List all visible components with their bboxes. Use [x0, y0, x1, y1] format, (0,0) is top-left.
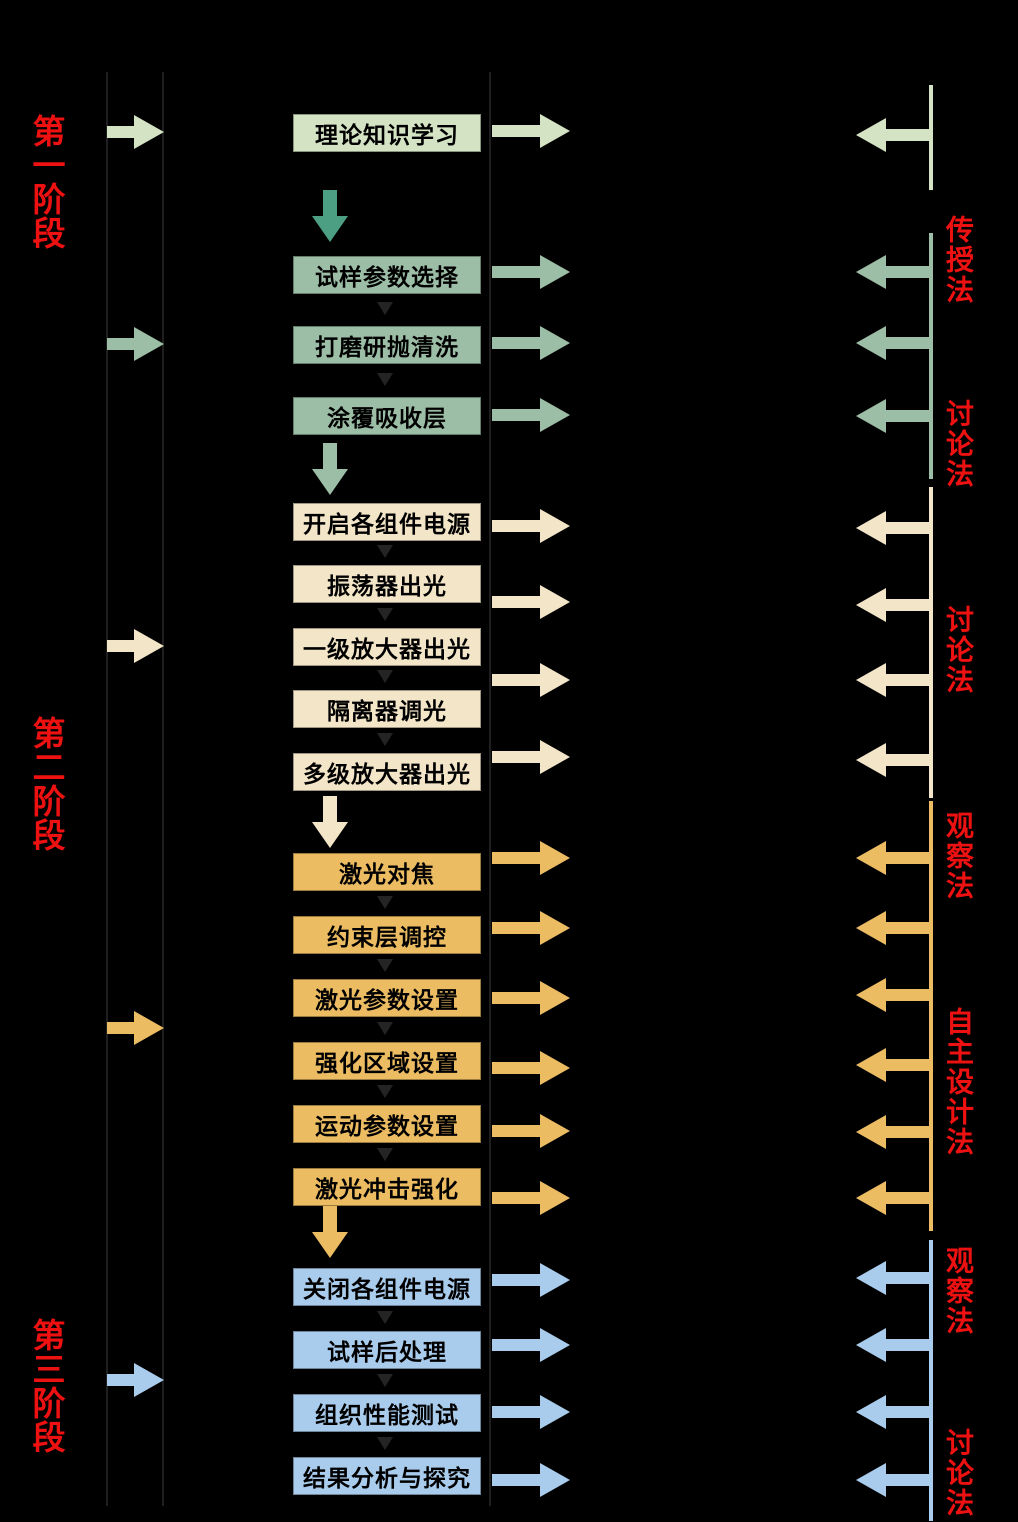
method-arrow-left-icon [856, 911, 932, 945]
phase-down-arrow-icon [312, 190, 348, 242]
step-output-arrow-icon [492, 1114, 570, 1148]
step-output-arrow-icon [492, 326, 570, 360]
phase-label: 第一阶段 [28, 114, 65, 250]
step-output-arrow-icon [492, 114, 570, 148]
method-label: 讨论法 [943, 399, 974, 489]
flow-step-box: 关闭各组件电源 [293, 1268, 481, 1306]
method-arrow-left-icon [856, 399, 932, 433]
step-output-arrow-icon [492, 911, 570, 945]
step-connector-chevron-icon [377, 670, 393, 683]
flow-step-box: 组织性能测试 [293, 1394, 481, 1432]
flow-step-box: 结果分析与探究 [293, 1457, 481, 1495]
method-arrow-left-icon [856, 255, 932, 289]
phase-down-arrow-icon [312, 796, 348, 848]
flow-step-box: 开启各组件电源 [293, 503, 481, 541]
step-output-arrow-icon [492, 509, 570, 543]
method-arrow-left-icon [856, 1395, 932, 1429]
step-output-arrow-icon [492, 1395, 570, 1429]
step-connector-chevron-icon [377, 1022, 393, 1035]
phase-label: 第三阶段 [28, 1318, 65, 1454]
step-connector-chevron-icon [377, 545, 393, 558]
method-arrow-left-icon [856, 841, 932, 875]
method-arrow-left-icon [856, 1261, 932, 1295]
entry-arrow-right-icon [107, 1011, 164, 1045]
step-connector-chevron-icon [377, 1374, 393, 1387]
entry-arrow-right-icon [107, 327, 164, 361]
flow-step-box: 激光对焦 [293, 853, 481, 891]
flow-step-box: 涂覆吸收层 [293, 397, 481, 435]
flow-step-box: 打磨研抛清洗 [293, 326, 481, 364]
step-output-arrow-icon [492, 1263, 570, 1297]
step-connector-chevron-icon [377, 896, 393, 909]
step-connector-chevron-icon [377, 1148, 393, 1161]
method-arrow-left-icon [856, 118, 932, 152]
step-output-arrow-icon [492, 1328, 570, 1362]
flow-step-box: 试样后处理 [293, 1331, 481, 1369]
method-label: 观察法 [943, 811, 974, 901]
method-arrow-left-icon [856, 743, 932, 777]
flow-step-box: 试样参数选择 [293, 256, 481, 294]
method-label: 传授法 [943, 215, 974, 305]
method-arrow-left-icon [856, 588, 932, 622]
flow-step-box: 激光参数设置 [293, 979, 481, 1017]
method-bracket-line [929, 1240, 933, 1521]
method-bracket-line [929, 487, 933, 798]
step-connector-chevron-icon [377, 1311, 393, 1324]
step-connector-chevron-icon [377, 733, 393, 746]
flow-step-box: 理论知识学习 [293, 114, 481, 152]
column-divider-line [489, 72, 491, 1506]
flow-step-box: 隔离器调光 [293, 690, 481, 728]
step-connector-chevron-icon [377, 373, 393, 386]
method-bracket-line [929, 233, 933, 479]
step-output-arrow-icon [492, 1181, 570, 1215]
method-arrow-left-icon [856, 326, 932, 360]
method-label: 讨论法 [943, 605, 974, 695]
method-arrow-left-icon [856, 1181, 932, 1215]
phase-label: 第二阶段 [28, 716, 65, 852]
phase-down-arrow-icon [312, 1206, 348, 1258]
step-connector-chevron-icon [377, 959, 393, 972]
step-output-arrow-icon [492, 255, 570, 289]
entry-arrow-right-icon [107, 629, 164, 663]
method-arrow-left-icon [856, 1115, 932, 1149]
phase-down-arrow-icon [312, 443, 348, 495]
step-output-arrow-icon [492, 663, 570, 697]
method-arrow-left-icon [856, 1048, 932, 1082]
method-arrow-left-icon [856, 1328, 932, 1362]
step-connector-chevron-icon [377, 1437, 393, 1450]
method-label: 观察法 [943, 1246, 974, 1336]
method-arrow-left-icon [856, 663, 932, 697]
step-connector-chevron-icon [377, 302, 393, 315]
method-label: 自主设计法 [943, 1007, 974, 1157]
method-label: 讨论法 [943, 1428, 974, 1518]
entry-arrow-right-icon [107, 1363, 164, 1397]
column-divider-line [106, 72, 108, 1506]
flow-step-box: 运动参数设置 [293, 1105, 481, 1143]
flow-step-box: 振荡器出光 [293, 565, 481, 603]
method-arrow-left-icon [856, 511, 932, 545]
step-output-arrow-icon [492, 398, 570, 432]
step-output-arrow-icon [492, 981, 570, 1015]
method-arrow-left-icon [856, 978, 932, 1012]
flow-step-box: 激光冲击强化 [293, 1168, 481, 1206]
flow-step-box: 约束层调控 [293, 916, 481, 954]
entry-arrow-right-icon [107, 115, 164, 149]
step-output-arrow-icon [492, 740, 570, 774]
step-connector-chevron-icon [377, 1085, 393, 1098]
flow-step-box: 一级放大器出光 [293, 628, 481, 666]
step-connector-chevron-icon [377, 608, 393, 621]
step-output-arrow-icon [492, 841, 570, 875]
step-output-arrow-icon [492, 1463, 570, 1497]
method-arrow-left-icon [856, 1463, 932, 1497]
flow-step-box: 多级放大器出光 [293, 753, 481, 791]
flow-step-box: 强化区域设置 [293, 1042, 481, 1080]
step-output-arrow-icon [492, 1051, 570, 1085]
step-output-arrow-icon [492, 585, 570, 619]
method-bracket-line [929, 801, 933, 1231]
column-divider-line [162, 72, 164, 1506]
